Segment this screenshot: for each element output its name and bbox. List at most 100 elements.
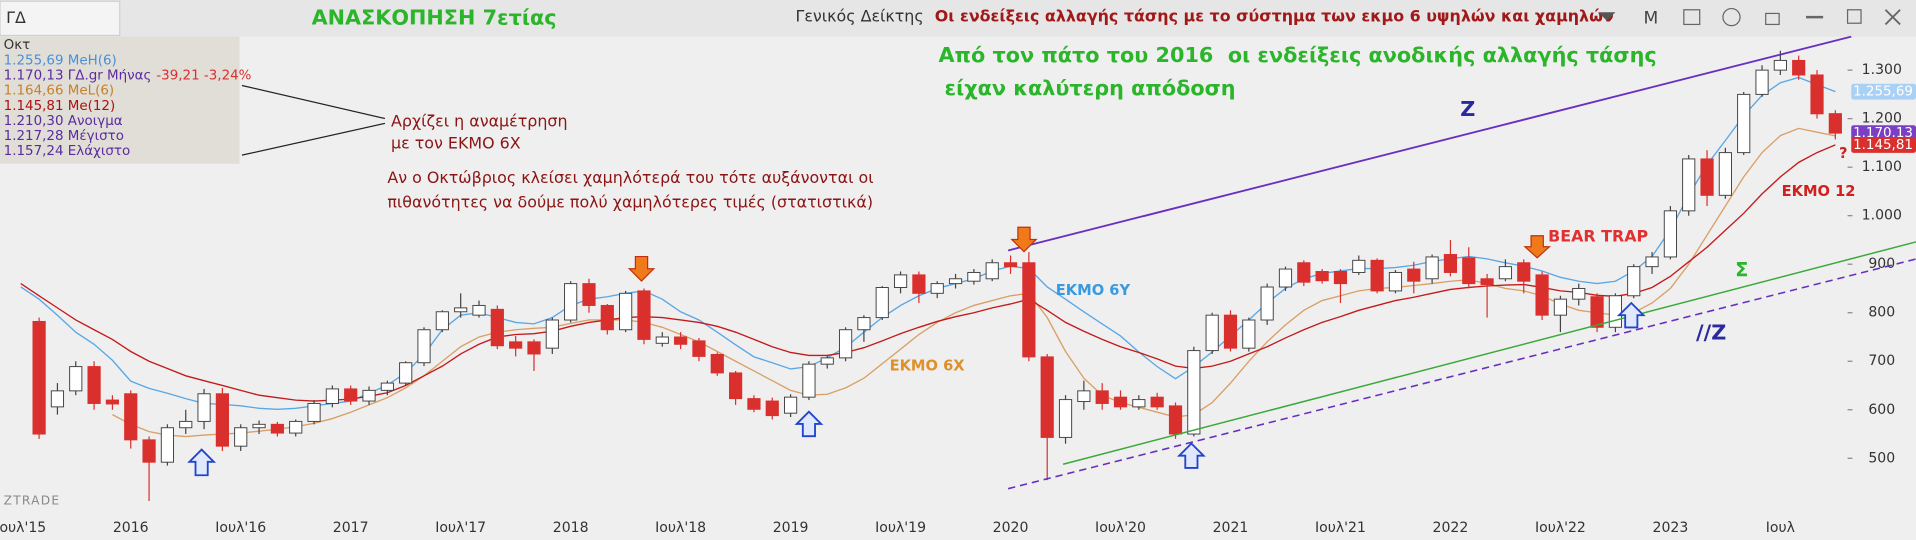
annotation: ? [1839,145,1848,162]
candle-body [509,341,523,349]
up-arrow [187,448,217,477]
candle-body [1737,93,1751,154]
lock-icon[interactable] [1765,12,1780,26]
icon[interactable] [1683,9,1701,26]
annotation: ΕΚΜΟ 6Χ [890,358,965,375]
annotation: πιθανότητες να δούμε πολύ χαμηλότερες τι… [387,192,873,211]
price-tag-label: 1.255,69 [1853,85,1913,100]
legend-row: 1.145,81 Me(12) [4,99,116,114]
candle-body [985,262,999,280]
annotation: Από τον πάτο του 2016 οι ενδείξεις ανοδι… [938,43,1656,67]
candle-body [1333,271,1348,285]
candle-body [179,420,193,429]
legend-row: Οκτ [4,38,31,53]
annotation: ΕΚΜΟ 12 [1782,183,1856,200]
candle-body [124,393,138,441]
candle-body [472,304,486,316]
y-tick-label: 700 [1868,353,1895,369]
annotation: Σ [1735,259,1748,282]
candle-body [1187,350,1201,435]
candle-body [1388,271,1403,292]
annotation: ΕΚΜΟ 6Υ [1056,282,1131,299]
candle-body [600,304,614,331]
trend-line [1007,258,1916,490]
candle-body [69,366,83,392]
watermark: ZTRADE [4,493,61,507]
legend-text: 1.157,24 Ελάχιστο [4,143,131,159]
candle-body [1828,113,1842,134]
candle-body [710,353,724,374]
legend-text: 1.164,66 MeL(6) [4,84,115,99]
candle-body [692,340,706,357]
pointer-line [241,84,386,120]
candle-body [1572,287,1586,300]
candle-body [1517,262,1531,282]
candle-body [1095,390,1109,404]
x-tick-label: Ιουλ'16 [215,520,266,536]
candle-body [1370,259,1384,292]
candle-body [215,393,229,447]
price-tag-label: 1.145,81 [1853,138,1913,153]
y-tick-label: 500 [1868,450,1895,466]
annotation: Αν ο Οκτώβριος κλείσει χαμηλότερά του τό… [387,168,873,187]
candle-body [729,372,743,400]
candle-body [1315,271,1329,282]
icon[interactable] [1722,7,1741,27]
close-icon[interactable] [1884,9,1901,26]
candle-body [1297,262,1311,283]
x-tick-label: 2016 [113,520,149,536]
candle-body [417,329,431,364]
y-tick-label: 800 [1868,305,1895,321]
down-arrow [627,255,656,282]
down-arrow [1010,226,1038,253]
candle-body [1810,74,1824,115]
candle-body [1168,405,1183,435]
mode-button[interactable]: M [1644,8,1659,28]
y-tick-label: 1.100 [1862,159,1902,175]
annotation: είχαν καλύτερη απόδοση [945,76,1236,100]
x-tick-label: 2017 [333,520,369,536]
annotation: με τον ΕΚΜΟ 6Χ [391,134,521,153]
up-arrow [1616,301,1646,329]
legend-row: 1.164,66 MeL(6) [4,84,115,99]
candle-body [490,308,504,347]
candle-body [1443,254,1458,273]
candle-body [1425,256,1439,280]
up-arrow [794,410,824,438]
candle-body [1150,396,1164,408]
candle-body [362,389,376,402]
candle-body [142,439,156,463]
symbol-box[interactable] [0,0,121,37]
candle-body [582,283,596,306]
candle-body [1718,152,1732,196]
legend-box [0,36,240,164]
candle-body [1260,286,1274,321]
x-tick-label: Ιουλ'18 [655,520,706,536]
legend-row: 1.210,30 Ανοιγμα [4,114,123,129]
legend-row: 1.255,69 MeH(6) [4,53,117,68]
candle-body [435,311,449,331]
candle-body [380,382,394,391]
x-tick-label: Ιουλ'17 [435,520,486,536]
candle-body [545,319,559,349]
toolbar [0,0,1916,37]
candle-body [1058,399,1073,438]
x-tick-label: 2020 [993,520,1029,536]
x-tick-label: Ιουλ'19 [875,520,926,536]
candle-body [234,427,248,447]
dropdown-icon[interactable] [1598,12,1616,21]
candle-body [1407,268,1421,282]
x-tick-label: 2019 [773,520,809,536]
candle-body [1535,274,1549,316]
up-arrow [1176,442,1206,469]
legend-text: 1.170,13 ΓΔ.gr Μήνας [4,68,152,84]
restore-icon[interactable] [1846,9,1862,24]
candle-body [1205,314,1219,352]
candle-body [967,271,981,282]
moving-average-line [20,144,1836,402]
y-tick-label: 600 [1868,402,1895,418]
y-tick-label: 1.300 [1862,62,1902,78]
candle-body [1590,296,1604,328]
